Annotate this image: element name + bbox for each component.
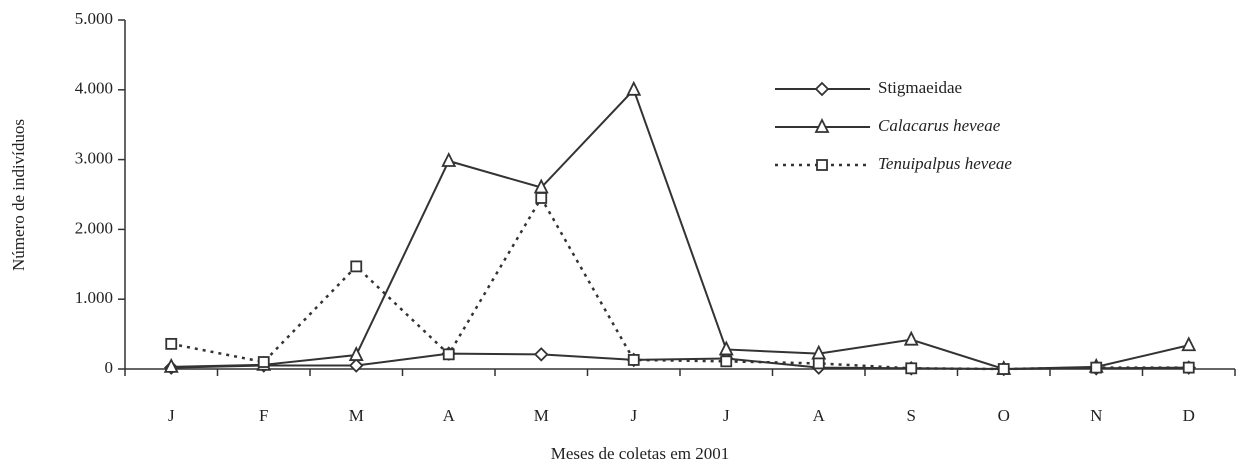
data-point (718, 340, 734, 356)
series-line (171, 87, 1189, 371)
legend-label: Tenuipalpus heveae (878, 154, 1012, 173)
x-tick-label: M (349, 406, 364, 425)
data-point (997, 363, 1010, 375)
data-point (257, 356, 270, 368)
legend-label: Stigmaeidae (878, 78, 962, 97)
data-point (1182, 361, 1195, 374)
x-tick-label: J (168, 406, 175, 425)
series-line (171, 195, 1189, 371)
data-point (533, 347, 549, 362)
x-tick-label: A (813, 406, 826, 425)
x-tick-label: J (723, 406, 730, 425)
data-point (720, 355, 733, 368)
y-tick-label: 1.000 (75, 288, 113, 307)
data-point (903, 330, 919, 346)
data-point (812, 357, 825, 370)
y-tick-label: 2.000 (75, 218, 113, 237)
x-tick-label: O (998, 406, 1010, 425)
legend-marker (814, 81, 830, 97)
x-axis-title: Meses de coletas em 2001 (551, 444, 729, 463)
data-point (350, 260, 363, 273)
x-tick-label: A (443, 406, 456, 425)
data-point (1181, 336, 1197, 352)
data-point (535, 192, 548, 204)
y-tick-label: 3.000 (75, 149, 113, 168)
x-tick-label: S (907, 406, 916, 425)
data-point (165, 337, 178, 350)
data-point (441, 151, 457, 167)
y-tick-label: 0 (105, 358, 114, 377)
x-tick-label: J (630, 406, 637, 425)
data-point (626, 80, 642, 96)
legend-marker (814, 117, 830, 133)
legend-marker (816, 159, 828, 171)
y-axis-title: Número de indivíduos (9, 119, 28, 271)
x-tick-label: D (1183, 406, 1195, 425)
x-tick-label: F (259, 406, 268, 425)
data-point (163, 357, 179, 373)
data-point (442, 348, 455, 361)
data-point (1090, 361, 1103, 374)
y-tick-label: 4.000 (75, 79, 113, 98)
data-point (348, 358, 364, 373)
data-point (627, 354, 640, 366)
data-point (348, 346, 364, 361)
data-point (905, 362, 918, 375)
legend-label: Calacarus heveae (878, 116, 1001, 135)
x-tick-label: M (534, 406, 549, 425)
x-tick-label: N (1090, 406, 1102, 425)
y-tick-label: 5.000 (75, 9, 113, 28)
